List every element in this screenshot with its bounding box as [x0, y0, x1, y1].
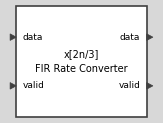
- Text: FIR Rate Converter: FIR Rate Converter: [35, 64, 128, 74]
- Polygon shape: [147, 83, 153, 89]
- Polygon shape: [10, 83, 16, 89]
- Text: valid: valid: [118, 81, 140, 90]
- Bar: [16, 6, 147, 117]
- Text: data: data: [120, 33, 140, 42]
- Text: data: data: [23, 33, 43, 42]
- Text: x[2n/3]: x[2n/3]: [64, 49, 99, 59]
- Text: valid: valid: [23, 81, 45, 90]
- Polygon shape: [10, 34, 16, 40]
- Polygon shape: [147, 34, 153, 40]
